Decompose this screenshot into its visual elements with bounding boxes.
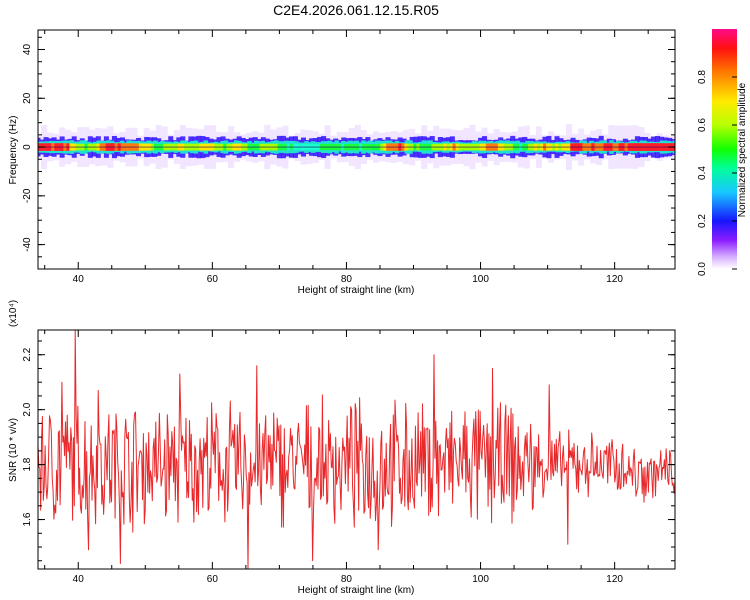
- spectrogram-frame: [37, 29, 676, 270]
- snr-scale-label: (x10⁴): [8, 300, 19, 327]
- colorbar-label: Normalized spectral amplitude: [737, 82, 748, 217]
- spectrogram-panel: 40 60 80 100 120 -40 -20 0 20 40 Height of strai…: [8, 29, 676, 296]
- snr-panel: 40 60 80 100 120 1.6 1.8 2.0 2.2 Height of stra…: [8, 300, 676, 596]
- colorbar: 0.0 0.2 0.4 0.6 0.8 Normalized spectral ampl…: [697, 29, 748, 276]
- spectrogram-xtick-label: 100: [472, 274, 489, 285]
- snr-frame: [37, 329, 676, 570]
- colorbar-tick-label: 0.4: [697, 166, 708, 180]
- colorbar-tick-label: 0.2: [697, 214, 708, 228]
- colorbar-gradient: [712, 29, 737, 269]
- snr-xtick-label: 80: [341, 574, 353, 585]
- snr-xtick-label: 100: [472, 574, 489, 585]
- snr-xtick-label: 120: [606, 574, 623, 585]
- snr-line: [38, 330, 675, 569]
- snr-ytick-label: 1.6: [22, 512, 33, 526]
- spectrogram-xtick-label: 120: [606, 274, 623, 285]
- snr-ytick-label: 2.2: [22, 347, 33, 361]
- snr-xtick-label: 60: [207, 574, 219, 585]
- snr-ytick-label: 1.8: [22, 457, 33, 471]
- spectrogram-ytick-label: 20: [22, 92, 33, 104]
- colorbar-tick-label: 0.6: [697, 118, 708, 132]
- spectrogram-ylabel: Frequency (Hz): [8, 116, 19, 185]
- spectrogram-ytick-label: 0: [22, 144, 33, 150]
- colorbar-tick-label: 0.8: [697, 70, 708, 84]
- spectrogram-ytick-label: -20: [22, 188, 33, 203]
- spectrogram-xtick-label: 40: [73, 274, 85, 285]
- snr-ytick-label: 2.0: [22, 402, 33, 416]
- snr-xlabel: Height of straight line (km): [298, 585, 415, 596]
- spectrogram-xlabel: Height of straight line (km): [298, 285, 415, 296]
- chart-title: C2E4.2026.061.12.15.R05: [273, 2, 439, 18]
- spectrogram-xtick-label: 80: [341, 274, 353, 285]
- spectrogram-ytick-label: -40: [22, 237, 33, 252]
- snr-xtick-label: 40: [73, 574, 85, 585]
- spectrogram-xtick-label: 60: [207, 274, 219, 285]
- spectrogram-ytick-label: 40: [22, 44, 33, 56]
- snr-ylabel: SNR (10 * v/v): [8, 418, 19, 482]
- colorbar-tick-label: 0.0: [697, 262, 708, 276]
